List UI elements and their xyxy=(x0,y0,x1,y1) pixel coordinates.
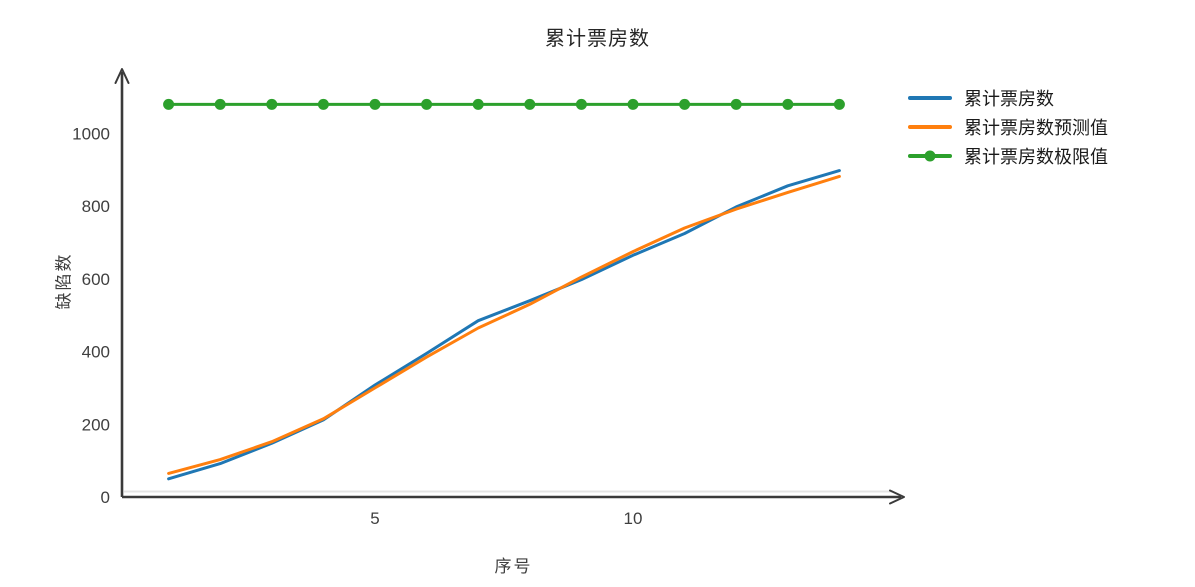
legend-marker-dot xyxy=(924,150,936,162)
series-marker-dot xyxy=(163,98,175,110)
series-marker-dot xyxy=(317,98,329,110)
series-marker-dot xyxy=(730,98,742,110)
legend-label-actual: 累计票房数 xyxy=(964,89,1054,109)
series-line-1 xyxy=(167,174,841,475)
x-tick-label: 10 xyxy=(624,509,643,528)
legend-line-sample-green xyxy=(908,150,952,162)
legend-label-limit: 累计票房数极限值 xyxy=(964,147,1108,167)
series-marker-dot xyxy=(472,98,484,110)
series-marker-dot xyxy=(833,98,845,110)
legend-item-predicted: 累计票房数预测值 xyxy=(908,118,1108,138)
x-tick-label: 5 xyxy=(370,509,379,528)
y-tick-label: 800 xyxy=(82,197,110,216)
x-axis-label: 序号 xyxy=(494,557,533,576)
series-marker-dot xyxy=(575,98,587,110)
y-tick-label: 400 xyxy=(82,343,110,362)
x-axis-arrow-icon xyxy=(889,489,905,505)
series-marker-dot xyxy=(266,98,278,110)
series-marker-dot xyxy=(627,98,639,110)
legend-line-sample-orange xyxy=(908,125,952,129)
y-axis-arrow-icon xyxy=(114,68,130,84)
y-axis-label: 缺陷数 xyxy=(54,252,74,310)
series-marker-dot xyxy=(524,98,536,110)
legend-line-sample-blue xyxy=(908,96,952,100)
y-tick-label: 200 xyxy=(82,415,110,434)
series-marker-dot xyxy=(782,98,794,110)
y-tick-label: 0 xyxy=(101,488,110,507)
series-marker-dot xyxy=(214,98,226,110)
chart-title: 累计票房数 xyxy=(545,28,650,50)
series-marker-dot xyxy=(679,98,691,110)
y-tick-label: 1000 xyxy=(72,125,110,144)
legend: 累计票房数 累计票房数预测值 累计票房数极限值 xyxy=(908,89,1108,167)
series-line-0 xyxy=(167,169,841,481)
legend-label-predicted: 累计票房数预测值 xyxy=(964,118,1108,138)
legend-item-limit: 累计票房数极限值 xyxy=(908,147,1108,167)
series-marker-dot xyxy=(421,98,433,110)
y-tick-label: 600 xyxy=(82,270,110,289)
legend-item-actual: 累计票房数 xyxy=(908,89,1108,109)
series-marker-dot xyxy=(369,98,381,110)
